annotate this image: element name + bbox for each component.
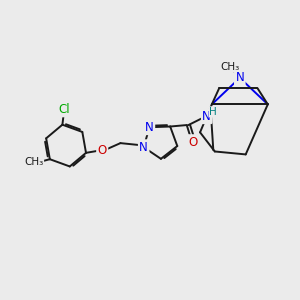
Text: Cl: Cl xyxy=(58,103,70,116)
Text: N: N xyxy=(145,121,154,134)
Text: N: N xyxy=(202,110,211,123)
Text: O: O xyxy=(188,136,197,148)
Text: N: N xyxy=(139,141,148,154)
Text: O: O xyxy=(98,144,107,157)
Text: N: N xyxy=(236,71,244,84)
Text: H: H xyxy=(209,107,217,117)
Text: CH₃: CH₃ xyxy=(220,62,239,72)
Text: CH₃: CH₃ xyxy=(24,157,43,167)
